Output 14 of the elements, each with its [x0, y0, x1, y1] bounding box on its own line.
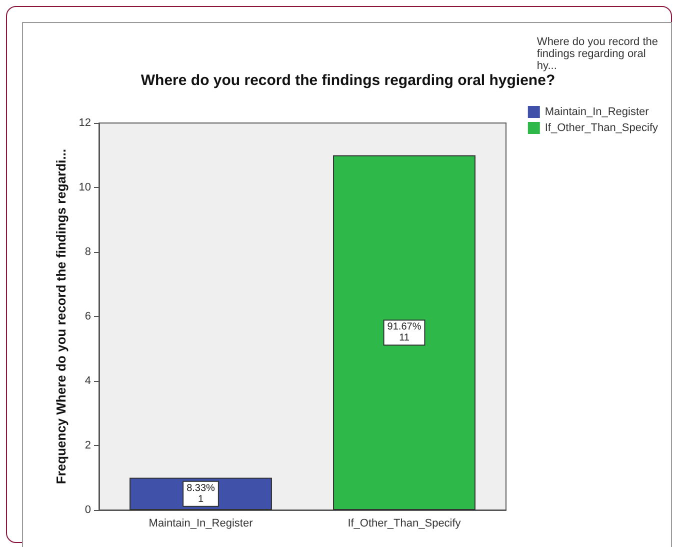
y-tick-label: 4: [84, 375, 91, 387]
y-tick-label: 12: [78, 117, 91, 129]
data-label: 8.33% 1: [186, 482, 216, 505]
legend-title: Where do you record the findings regarding oral hy...: [536, 36, 658, 72]
y-tick-label: 0: [84, 504, 91, 516]
y-tick-label: 6: [84, 310, 91, 322]
legend-label: Maintain_In_Register: [544, 106, 650, 118]
y-tick-label: 2: [84, 440, 91, 452]
data-label: 91.67% 11: [387, 322, 422, 344]
y-axis-title: Frequency Where do you record the findings regardi...: [53, 148, 68, 484]
chart-title: Where do you record the findings regarding oral hygiene?: [140, 72, 556, 89]
legend-label: If_Other_Than_Specify: [544, 122, 658, 134]
y-tick-label: 8: [84, 246, 91, 258]
y-tick-label: 10: [78, 182, 91, 194]
